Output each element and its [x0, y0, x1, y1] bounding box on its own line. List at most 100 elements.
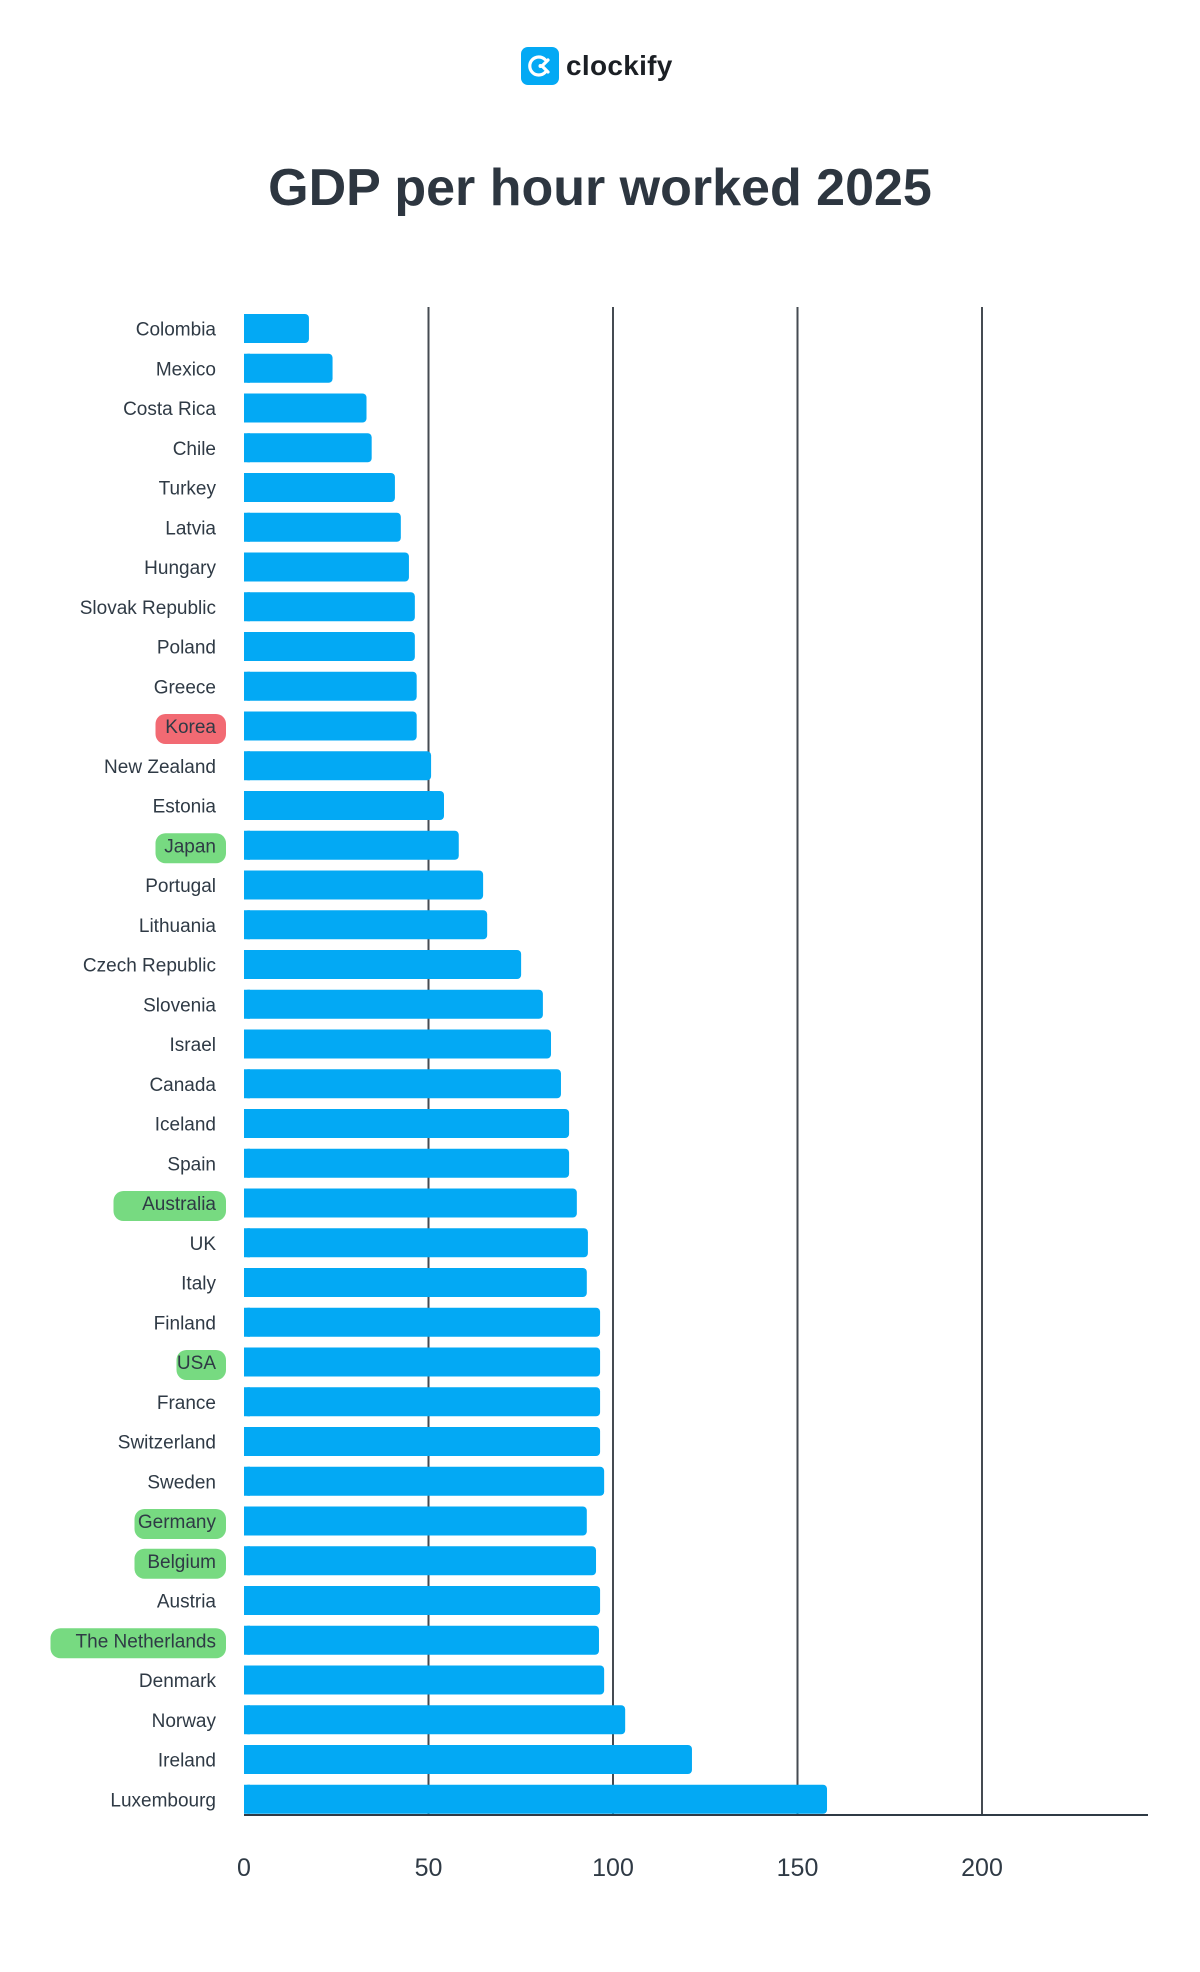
- bar-iceland: [244, 1109, 570, 1138]
- bar-edge: [244, 1427, 250, 1456]
- bar-japan: [244, 830, 459, 860]
- bar-edge: [244, 989, 250, 1019]
- bar-edge: [244, 1625, 250, 1655]
- bar-edge: [244, 473, 250, 502]
- bar-czech-republic: [244, 950, 522, 979]
- x-tick-label: 150: [777, 1854, 819, 1882]
- highlight-usa: [176, 1350, 226, 1380]
- highlight-korea: [155, 714, 226, 744]
- category-label: Poland: [157, 638, 216, 659]
- bar-edge: [244, 1506, 250, 1536]
- bar-korea: [244, 711, 417, 741]
- bar-edge: [244, 1466, 250, 1496]
- category-label: Canada: [149, 1075, 216, 1096]
- x-axis-ticks: 0 50 100 150 200: [237, 1854, 1003, 1882]
- bar-chile: [244, 433, 372, 463]
- brand-name: clockify: [566, 50, 673, 81]
- clockify-logo: clockify: [521, 46, 673, 86]
- x-tick-label: 200: [961, 1854, 1003, 1882]
- highlight-germany: [134, 1509, 226, 1539]
- category-label: Czech Republic: [83, 956, 216, 977]
- bar-belgium: [244, 1546, 597, 1576]
- bar-edge: [244, 830, 250, 860]
- bar-edge: [244, 1665, 250, 1695]
- category-label: Iceland: [155, 1115, 216, 1136]
- highlight-japan: [155, 833, 226, 864]
- bar-germany: [244, 1506, 587, 1536]
- bar-edge: [244, 1268, 250, 1297]
- bar-edge: [244, 1069, 250, 1099]
- bar-ireland: [244, 1745, 692, 1774]
- bar-italy: [244, 1268, 587, 1297]
- category-label: Lithuania: [139, 916, 217, 937]
- bar-edge: [244, 1546, 250, 1576]
- bar-australia: [244, 1188, 577, 1218]
- bar-spain: [244, 1148, 570, 1178]
- category-label: Spain: [167, 1154, 216, 1175]
- highlight-the-netherlands: [50, 1628, 226, 1659]
- bar-edge: [244, 1228, 250, 1258]
- bar-edge: [244, 1307, 250, 1337]
- highlight-belgium: [134, 1548, 226, 1579]
- bar-uk: [244, 1228, 588, 1258]
- bar-edge: [244, 1347, 250, 1377]
- bar-estonia: [244, 791, 444, 820]
- bar-edge: [244, 632, 250, 661]
- bar-canada: [244, 1069, 561, 1099]
- bar-slovak-republic: [244, 592, 415, 622]
- bar-finland: [244, 1307, 601, 1337]
- bar-edge: [244, 910, 250, 940]
- bar-hungary: [244, 552, 409, 582]
- bar-edge: [244, 1586, 250, 1615]
- category-label: Ireland: [158, 1751, 216, 1772]
- bar-edge: [244, 314, 250, 343]
- bar-poland: [244, 632, 415, 661]
- bar-edge: [244, 433, 250, 463]
- bar-edge: [244, 791, 250, 820]
- category-label: Costa Rica: [123, 399, 216, 420]
- bar-edge: [244, 353, 250, 383]
- category-label: Hungary: [144, 558, 216, 579]
- category-label: Switzerland: [118, 1433, 216, 1454]
- category-label: USA: [177, 1353, 216, 1374]
- bar-edge: [244, 950, 250, 979]
- bar-edge: [244, 1029, 250, 1059]
- x-tick-label: 0: [237, 1854, 251, 1882]
- bar-the-netherlands: [244, 1625, 599, 1655]
- category-label: Austria: [157, 1592, 217, 1613]
- bar-edge: [244, 1387, 250, 1417]
- bar-slovenia: [244, 989, 543, 1019]
- clockify-logo-icon: [521, 47, 559, 85]
- bar-edge: [244, 870, 250, 900]
- category-label: Israel: [170, 1035, 216, 1056]
- category-label: France: [157, 1393, 216, 1414]
- bar-edge: [244, 751, 250, 781]
- category-label: Portugal: [145, 876, 216, 897]
- category-label: Latvia: [165, 518, 216, 539]
- category-label: New Zealand: [104, 757, 216, 778]
- bar-edge: [244, 1784, 250, 1814]
- bar-lithuania: [244, 910, 488, 940]
- category-label: Belgium: [147, 1552, 216, 1573]
- bar-edge: [244, 1745, 250, 1774]
- category-label: Luxembourg: [110, 1790, 216, 1811]
- bar-portugal: [244, 870, 484, 900]
- bar-sweden: [244, 1466, 605, 1496]
- bar-edge: [244, 592, 250, 622]
- category-label: UK: [190, 1234, 217, 1255]
- category-label: Italy: [181, 1274, 216, 1295]
- category-label: Mexico: [156, 359, 216, 380]
- category-label: Denmark: [139, 1671, 217, 1692]
- x-tick-label: 50: [415, 1854, 443, 1882]
- highlight-australia: [113, 1191, 226, 1221]
- category-label: Korea: [165, 717, 216, 738]
- bar-edge: [244, 1109, 250, 1138]
- bar-edge: [244, 393, 250, 423]
- highlight-marks: [50, 714, 226, 1659]
- bars: [244, 314, 828, 1814]
- bar-france: [244, 1387, 601, 1417]
- category-label: Sweden: [147, 1472, 216, 1493]
- bar-edge: [244, 671, 250, 701]
- category-label: Finland: [154, 1313, 216, 1334]
